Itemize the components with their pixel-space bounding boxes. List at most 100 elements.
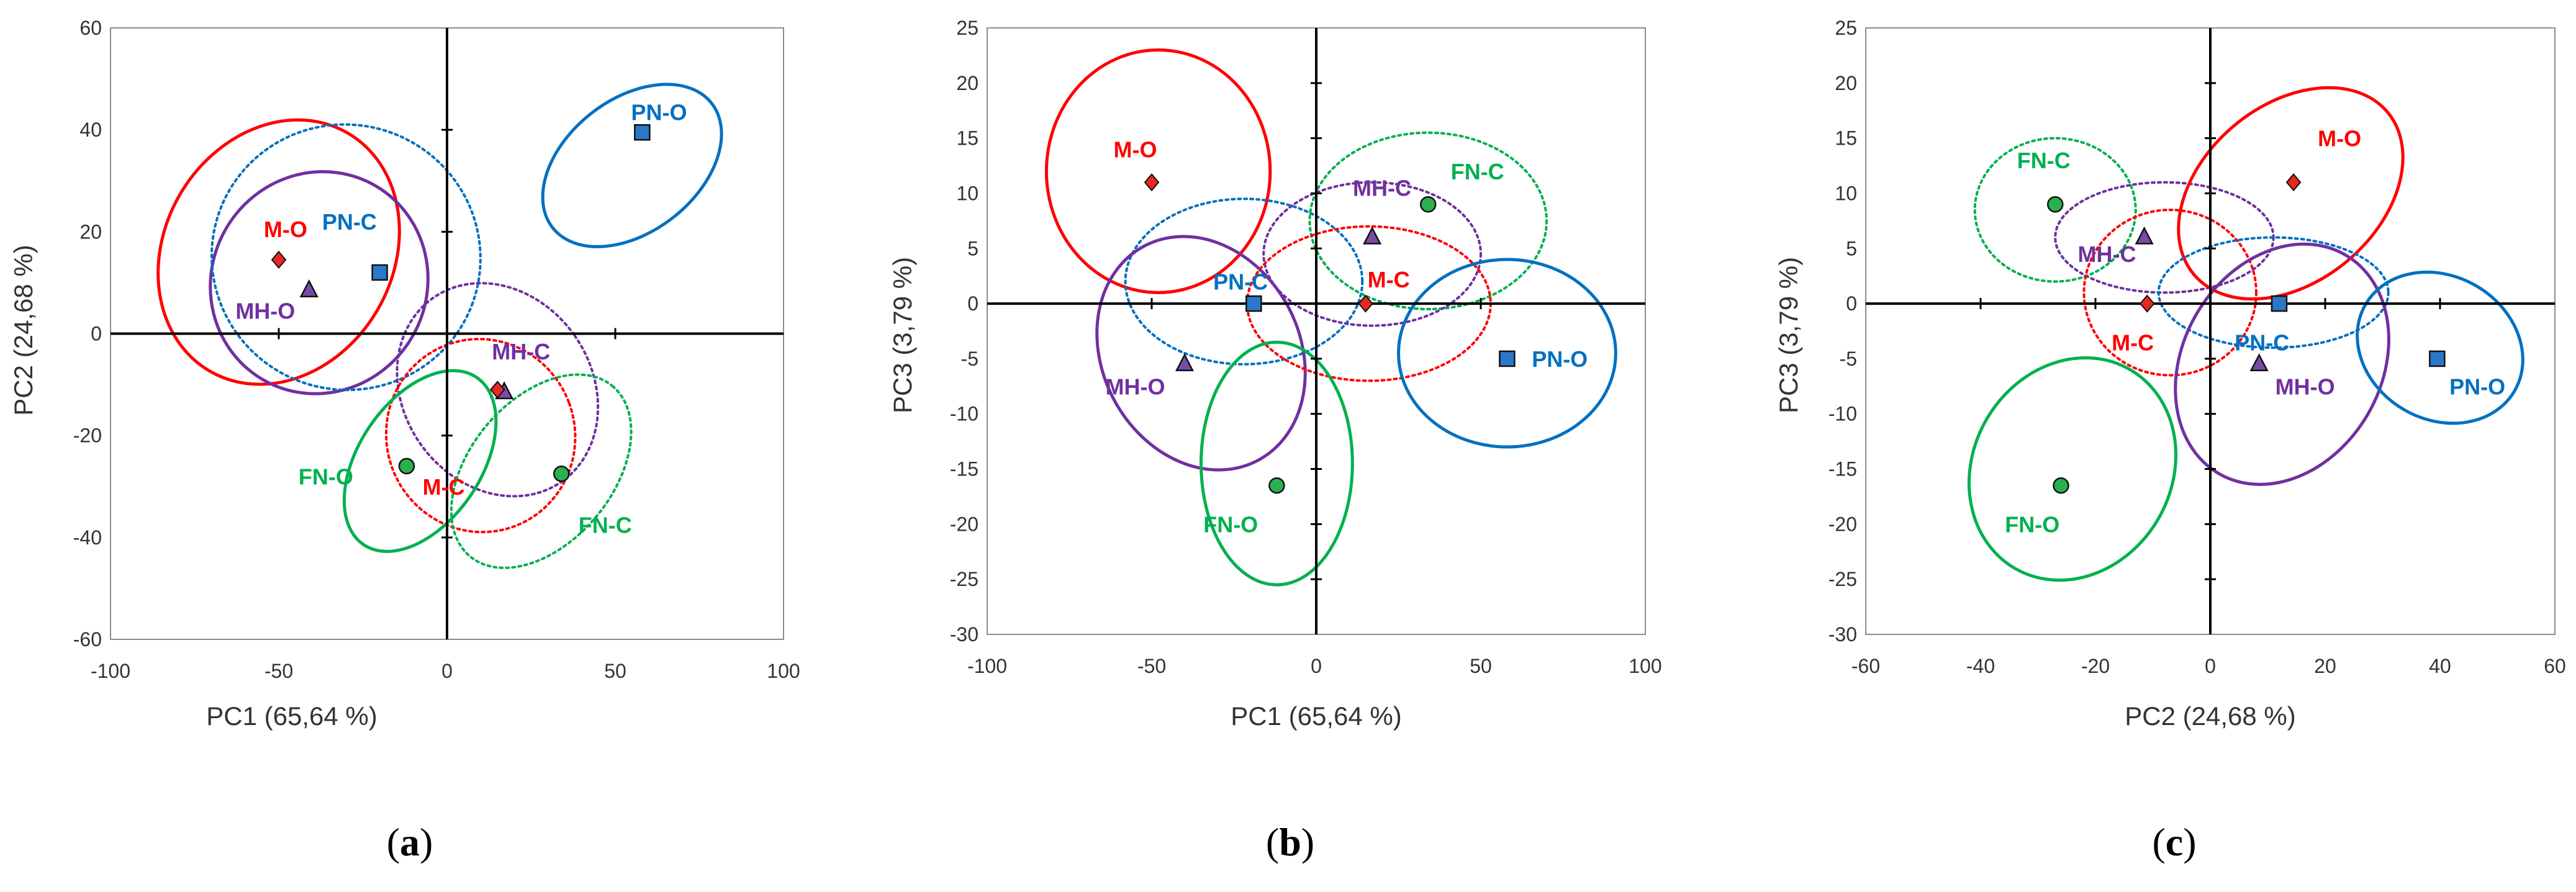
panel-b-x-tick-label: 0 (1311, 655, 1322, 677)
panel-c-point-mh-o-label: MH-O (2275, 374, 2335, 399)
panel-c-confidence-ellipse-fn-dotted (1973, 137, 2137, 283)
panel-b-x-axis-label: PC1 (65,64 %) (1231, 701, 1401, 731)
panel-c-x-tick-label: -60 (1851, 655, 1880, 677)
panel-c-confidence-ellipse-pn-dotted (2157, 236, 2390, 349)
panel-c-confidence-ellipse-fn-solid (1967, 356, 2178, 582)
panel-b-y-tick-label: 15 (956, 127, 978, 150)
panel-c-point-m-o (2285, 173, 2302, 192)
panel-b-point-pn-o-label: PN-O (1532, 346, 1588, 372)
panel-c-caption: (c) (2152, 820, 2196, 864)
panel-b-point-mh-o (1175, 353, 1195, 372)
panel-a-point-fn-o (398, 457, 415, 475)
panel-b-point-pn-o (1499, 350, 1516, 367)
panel-b-y-tick-label: -5 (961, 348, 978, 370)
panel-b-point-pn-c (1245, 295, 1262, 312)
panel-a-confidence-ellipse-m-solid (156, 118, 401, 386)
panel-c-point-mh-o (2249, 353, 2269, 372)
panel-b-confidence-ellipse-fn-solid (1199, 340, 1354, 587)
panel-c-point-pn-c-label: PN-C (2235, 330, 2289, 355)
panel-a-y-tick-label: -40 (73, 526, 102, 549)
panel-c-point-pn-c (2271, 295, 2288, 312)
panel-a-point-mh-o (299, 279, 319, 297)
panel-b-confidence-ellipse-mh-solid (1095, 235, 1307, 472)
panel-b-x-tick-label: -100 (967, 655, 1007, 677)
panel-c-point-pn-o-label: PN-O (2449, 374, 2505, 399)
panel-b-confidence-ellipse-mh-dotted (1262, 181, 1483, 327)
panel-a-pc1-vs-pc2: PC1 (65,64 %) PC2 (24,68 %) (a) -100 -50 0… (9, 17, 800, 864)
panel-b-y-axis-label: PC3 (3,79 %) (888, 257, 917, 413)
panel-c-point-m-c-label: M-C (2112, 330, 2154, 355)
panel-a-x-tick-label: -50 (264, 660, 293, 682)
panel-b-point-mh-c (1363, 226, 1382, 245)
panel-c-confidence-ellipse-m-dotted (2082, 209, 2257, 377)
panel-c-y-tick-label: 5 (1846, 237, 1857, 259)
panel-b-point-fn-c-label: FN-C (1451, 159, 1504, 184)
panel-a-confidence-ellipse-m-dotted (384, 338, 577, 534)
panel-c-x-tick-label: -40 (1966, 655, 1995, 677)
panel-b-confidence-ellipse-fn-dotted (1308, 131, 1548, 310)
panel-c-y-tick-label: -20 (1828, 513, 1857, 535)
panel-c-point-fn-o-label: FN-O (2005, 511, 2059, 537)
panel-b-point-m-o-label: M-O (1114, 137, 1157, 162)
panel-c-confidence-ellipse-m-solid (2177, 86, 2405, 301)
panel-c-pc2-vs-pc3: PC2 (24,68 %) PC3 (3,79 %) (c) -60 -40 -20… (1774, 17, 2566, 864)
panel-b-x-tick-label: 100 (1629, 655, 1661, 677)
panel-b-y-tick-label: 5 (967, 237, 978, 259)
panel-c-y-tick-label: -30 (1828, 623, 1857, 646)
panel-a-caption: (a) (387, 820, 433, 864)
panel-a-caption-letter: a (400, 820, 420, 864)
panel-c-x-tick-label: 40 (2429, 655, 2451, 677)
panel-b-y-tick-label: 25 (956, 17, 978, 39)
panel-c-y-tick-label: -10 (1828, 403, 1857, 425)
panel-b-x-tick-label: 50 (1470, 655, 1492, 677)
panel-a-point-fn-o-label: FN-O (299, 464, 353, 489)
panel-c-y-axis-label: PC3 (3,79 %) (1774, 257, 1803, 413)
panel-c-point-m-o-label: M-O (2318, 126, 2361, 151)
panel-a-x-axis-label: PC1 (65,64 %) (206, 701, 377, 731)
panel-a-y-tick-label: 0 (91, 323, 102, 345)
panel-a-point-m-c (489, 381, 505, 399)
panel-b-caption: (b) (1266, 820, 1314, 864)
panel-c-y-tick-label: -25 (1828, 568, 1857, 590)
panel-b-point-fn-c (1419, 196, 1437, 213)
panel-a-point-pn-c-label: PN-C (322, 209, 377, 235)
panel-a-confidence-ellipse-mh-solid (209, 170, 430, 395)
panel-a-x-tick-label: 0 (441, 660, 453, 682)
panel-c-point-fn-o (2053, 477, 2069, 494)
panel-c-point-fn-c-label: FN-C (2017, 148, 2071, 173)
panel-a-point-mh-o-label: MH-O (235, 299, 295, 324)
panel-b-confidence-ellipse-pn-dotted (1124, 197, 1364, 366)
panel-b-y-tick-label: -25 (950, 568, 978, 590)
panel-a-y-tick-label: 20 (79, 220, 102, 243)
panel-c-point-m-c (2139, 294, 2155, 313)
panel-c-x-tick-label: 0 (2205, 655, 2216, 677)
panel-b-y-tick-label: -15 (950, 458, 978, 480)
panel-c-x-axis-label: PC2 (24,68 %) (2125, 701, 2295, 731)
panel-c-x-tick-label: 20 (2314, 655, 2336, 677)
panel-a-point-m-o (271, 250, 287, 269)
panel-c-x-tick-label: -20 (2081, 655, 2110, 677)
panel-c-point-fn-c (2047, 196, 2064, 213)
panel-b-y-tick-label: 20 (956, 72, 978, 94)
panel-b-pc1-vs-pc3: PC1 (65,64 %) PC3 (3,79 %) (b) -100 -5 0 0 5… (888, 17, 1662, 864)
panel-b-confidence-ellipse-m-solid (1044, 48, 1272, 294)
panel-b-point-mh-o-label: MH-O (1106, 374, 1165, 399)
panel-c-caption-letter: c (2166, 820, 2183, 864)
panel-a-confidence-ellipse-pn-dotted (210, 123, 482, 392)
panel-c-y-tick-label: -15 (1828, 458, 1857, 480)
panel-a-point-m-o-label: M-O (264, 217, 307, 242)
panel-a-y-axis-label: PC2 (24,68 %) (9, 245, 38, 415)
panel-a-point-pn-c (371, 264, 388, 281)
panel-b-point-m-c-label: M-C (1368, 267, 1410, 292)
panel-a-confidence-ellipse-fn-dotted (450, 373, 633, 569)
panel-b-y-tick-label: 0 (967, 292, 978, 315)
panel-c-confidence-ellipse-mh-solid (2174, 242, 2390, 486)
panel-b-confidence-ellipse-pn-solid (1397, 258, 1617, 449)
panel-c-y-tick-label: 15 (1835, 127, 1857, 150)
panel-a-confidence-ellipse-fn-solid (342, 369, 498, 553)
panel-a-y-tick-label: 40 (79, 119, 102, 141)
panel-b-point-mh-c-label: MH-C (1353, 176, 1411, 201)
panel-a-point-mh-c-label: MH-C (492, 339, 550, 364)
panel-a-x-tick-label: 50 (604, 660, 626, 682)
panel-a-y-tick-label: -20 (73, 425, 102, 447)
